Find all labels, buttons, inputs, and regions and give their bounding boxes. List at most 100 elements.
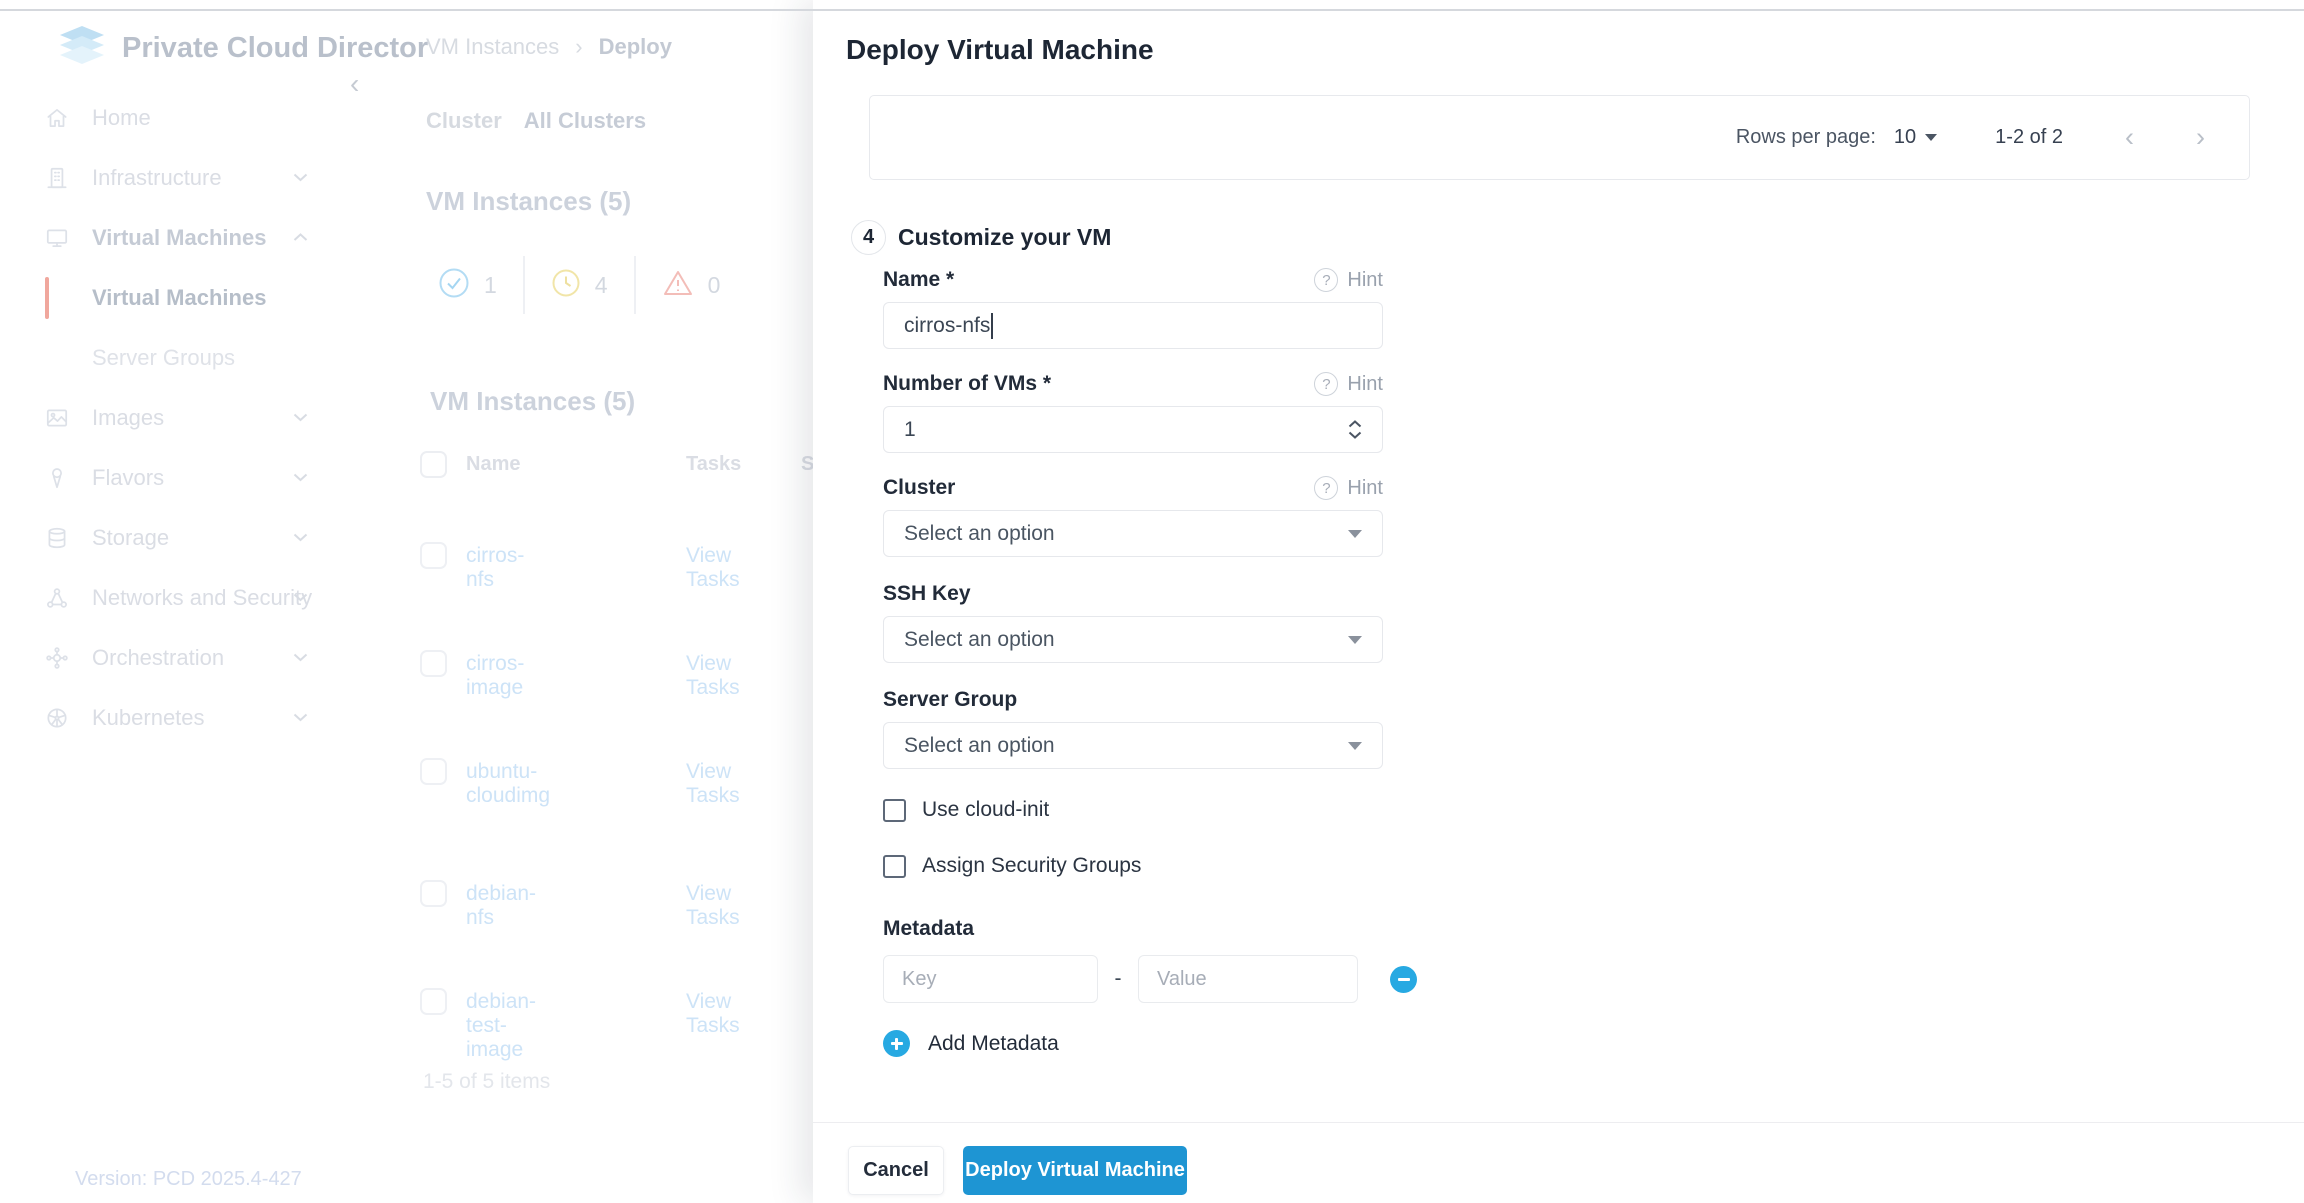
cluster-hint[interactable]: Hint xyxy=(1314,476,1383,500)
ssh-key-label: SSH Key xyxy=(883,582,971,605)
row-checkbox[interactable] xyxy=(420,988,447,1015)
breadcrumb: VM Instances › Deploy xyxy=(426,34,672,60)
metadata-value-input[interactable] xyxy=(1138,955,1358,1003)
sidebar-item-virtual-machines[interactable]: Virtual Machines xyxy=(0,208,368,268)
cluster-filter-value[interactable]: All Clusters xyxy=(523,108,647,133)
sidebar-collapse-icon[interactable]: ‹ xyxy=(350,68,360,99)
select-all-checkbox[interactable] xyxy=(420,451,447,478)
security-groups-checkbox[interactable] xyxy=(883,854,906,878)
hint-label: Hint xyxy=(1347,372,1383,395)
row-checkbox[interactable] xyxy=(420,758,447,785)
vm-name-link[interactable]: debian-nfs xyxy=(466,882,537,929)
cloud-init-label: Use cloud-init xyxy=(922,798,1050,821)
cluster-label: Cluster xyxy=(883,476,956,499)
security-groups-checkbox-row[interactable]: Assign Security Groups xyxy=(883,854,1141,878)
cloud-init-checkbox-row[interactable]: Use cloud-init xyxy=(883,798,1049,822)
minus-icon xyxy=(1397,973,1410,985)
home-icon xyxy=(44,105,70,131)
metadata-row: - xyxy=(883,955,1417,1003)
chevron-down-icon xyxy=(293,529,308,547)
page-title: VM Instances (5) xyxy=(426,186,632,216)
active-indicator xyxy=(45,277,49,319)
add-metadata-label: Add Metadata xyxy=(928,1031,1059,1055)
chevron-up-icon xyxy=(293,229,308,247)
add-metadata-button[interactable]: Add Metadata xyxy=(883,1030,1059,1057)
column-name[interactable]: Name xyxy=(466,453,521,475)
breadcrumb-parent[interactable]: VM Instances xyxy=(426,34,560,59)
chevron-down-icon xyxy=(293,469,308,487)
cloud-init-checkbox[interactable] xyxy=(883,798,906,822)
sidebar-item-storage[interactable]: Storage xyxy=(0,508,368,568)
next-page-button[interactable]: › xyxy=(2196,122,2205,152)
vm-status-summary: 1 4 0 xyxy=(438,256,720,314)
remove-metadata-button[interactable] xyxy=(1390,965,1417,993)
rows-per-page-select[interactable]: 10 xyxy=(1894,126,1938,149)
sidebar-item-images[interactable]: Images xyxy=(0,388,368,448)
sidebar-subitem-server-groups[interactable]: Server Groups xyxy=(0,328,368,388)
view-tasks-link[interactable]: View Tasks xyxy=(686,544,740,591)
cluster-label-row: Cluster Hint xyxy=(883,476,1383,500)
sidebar-subitem-virtual-machines[interactable]: Virtual Machines xyxy=(0,268,368,328)
chevron-up-icon xyxy=(1348,420,1362,428)
brand-title: Private Cloud Director xyxy=(122,32,429,64)
drawer-title: Deploy Virtual Machine xyxy=(846,34,1154,65)
sidebar-item-label: Server Groups xyxy=(92,345,236,370)
sidebar-item-label: Virtual Machines xyxy=(92,225,267,250)
security-groups-label: Assign Security Groups xyxy=(922,854,1142,877)
name-input-value: cirros-nfs xyxy=(904,313,991,337)
breadcrumb-current: Deploy xyxy=(598,34,672,59)
table-title: VM Instances (5) xyxy=(430,386,636,416)
divider xyxy=(633,256,636,314)
sidebar-item-home[interactable]: Home xyxy=(0,88,368,148)
cluster-select-value: Select an option xyxy=(904,521,1055,545)
view-tasks-link[interactable]: View Tasks xyxy=(686,990,740,1037)
name-label: Name * xyxy=(883,268,955,291)
row-checkbox[interactable] xyxy=(420,880,447,907)
sidebar-item-kubernetes[interactable]: Kubernetes xyxy=(0,688,368,748)
storage-icon xyxy=(44,525,70,551)
view-tasks-link[interactable]: View Tasks xyxy=(686,882,740,929)
clock-icon xyxy=(551,268,581,303)
view-tasks-link[interactable]: View Tasks xyxy=(686,760,740,807)
ssh-key-select-value: Select an option xyxy=(904,627,1055,651)
vm-name-link[interactable]: cirros-image xyxy=(466,652,525,699)
sidebar-item-label: Infrastructure xyxy=(92,165,222,190)
vm-count-input[interactable]: 1 xyxy=(883,406,1383,453)
sidebar-item-infrastructure[interactable]: Infrastructure xyxy=(0,148,368,208)
name-input[interactable]: cirros-nfs xyxy=(883,302,1383,349)
chevron-down-icon xyxy=(293,589,308,607)
vm-name-link[interactable]: ubuntu-cloudimg xyxy=(466,760,551,807)
cancel-button[interactable]: Cancel xyxy=(848,1146,944,1195)
previous-page-button[interactable]: ‹ xyxy=(2125,122,2134,152)
sidebar-item-orchestration[interactable]: Orchestration xyxy=(0,628,368,688)
vm-name-link[interactable]: debian-test-image xyxy=(466,990,537,1061)
vm-count-hint[interactable]: Hint xyxy=(1314,372,1383,396)
server-group-select[interactable]: Select an option xyxy=(883,722,1383,769)
sidebar-item-label: Virtual Machines xyxy=(92,285,267,310)
row-checkbox[interactable] xyxy=(420,650,447,677)
number-stepper[interactable] xyxy=(1348,420,1362,439)
virtual-machines-icon xyxy=(44,225,70,251)
brand-logo-icon xyxy=(54,24,110,69)
text-cursor xyxy=(991,312,994,339)
sidebar-item-flavors[interactable]: Flavors xyxy=(0,448,368,508)
sidebar-item-networks-and-security[interactable]: Networks and Security xyxy=(0,568,368,628)
flavors-icon xyxy=(44,465,70,491)
metadata-key-input[interactable] xyxy=(883,955,1098,1003)
step-number: 4 xyxy=(851,220,886,255)
cluster-select[interactable]: Select an option xyxy=(883,510,1383,557)
column-tasks[interactable]: Tasks xyxy=(686,453,742,475)
view-tasks-link[interactable]: View Tasks xyxy=(686,652,740,699)
name-label-row: Name * Hint xyxy=(883,268,1383,292)
chevron-down-icon xyxy=(1348,741,1362,750)
ssh-key-label-row: SSH Key xyxy=(883,582,1383,606)
row-checkbox[interactable] xyxy=(420,542,447,569)
ssh-key-select[interactable]: Select an option xyxy=(883,616,1383,663)
networks-icon xyxy=(44,585,70,611)
sidebar-item-label: Networks and Security xyxy=(92,585,313,610)
footer-divider xyxy=(813,1122,2304,1123)
name-hint[interactable]: Hint xyxy=(1314,268,1383,292)
chevron-down-icon xyxy=(1348,635,1362,644)
deploy-virtual-machine-button[interactable]: Deploy Virtual Machine xyxy=(963,1146,1187,1195)
vm-name-link[interactable]: cirros-nfs xyxy=(466,544,525,591)
